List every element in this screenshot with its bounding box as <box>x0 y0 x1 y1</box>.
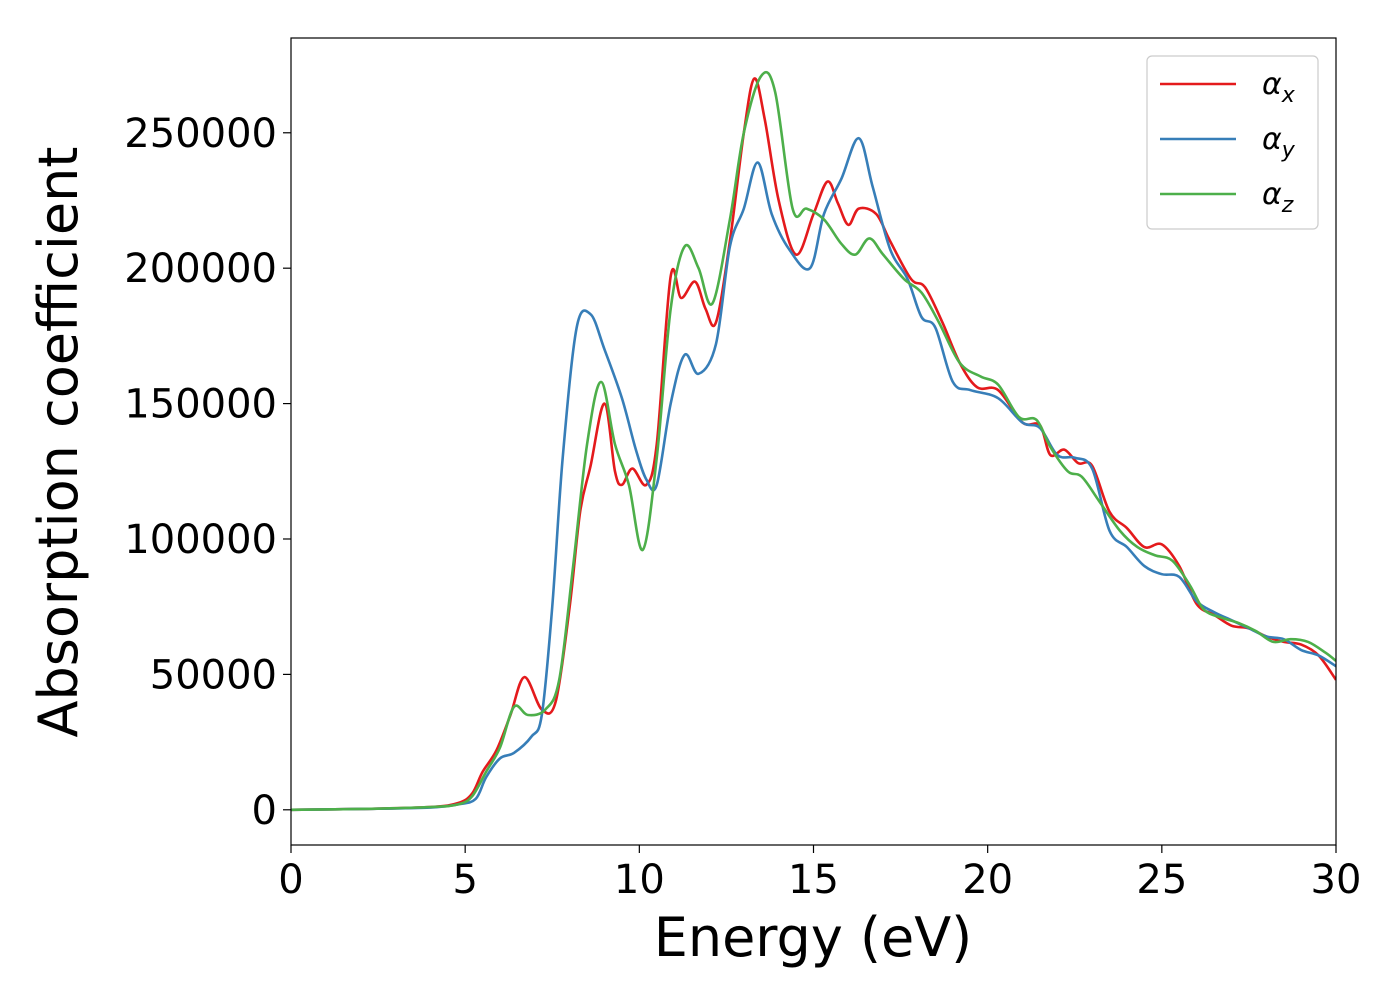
y-axis-ticks: 0 50000 100000 150000 200000 250000 <box>124 111 291 834</box>
x-tick-label: 10 <box>614 857 665 903</box>
y-tick-label: 200000 <box>124 246 277 292</box>
x-tick-label: 0 <box>278 857 303 903</box>
series-line-alpha-z <box>291 70 1336 812</box>
x-tick-label: 20 <box>962 857 1013 903</box>
x-tick-label: 25 <box>1136 857 1187 903</box>
series-layer <box>291 70 1336 812</box>
x-axis-title: Energy (eV) <box>654 906 973 969</box>
series-line-alpha-y <box>291 136 1336 812</box>
x-tick-label: 15 <box>788 857 839 903</box>
y-tick-label: 250000 <box>124 111 277 157</box>
legend-box <box>1146 55 1319 230</box>
y-tick-label: 100000 <box>124 517 277 563</box>
y-tick-label: 0 <box>252 788 277 834</box>
x-tick-label: 5 <box>452 857 477 903</box>
x-tick-label: 30 <box>1311 857 1362 903</box>
x-axis-ticks: 0 5 10 15 20 25 30 <box>278 845 1361 903</box>
y-axis-title: Absorption coefficient <box>27 147 90 738</box>
y-tick-label: 50000 <box>150 652 277 698</box>
y-tick-label: 150000 <box>124 382 277 428</box>
